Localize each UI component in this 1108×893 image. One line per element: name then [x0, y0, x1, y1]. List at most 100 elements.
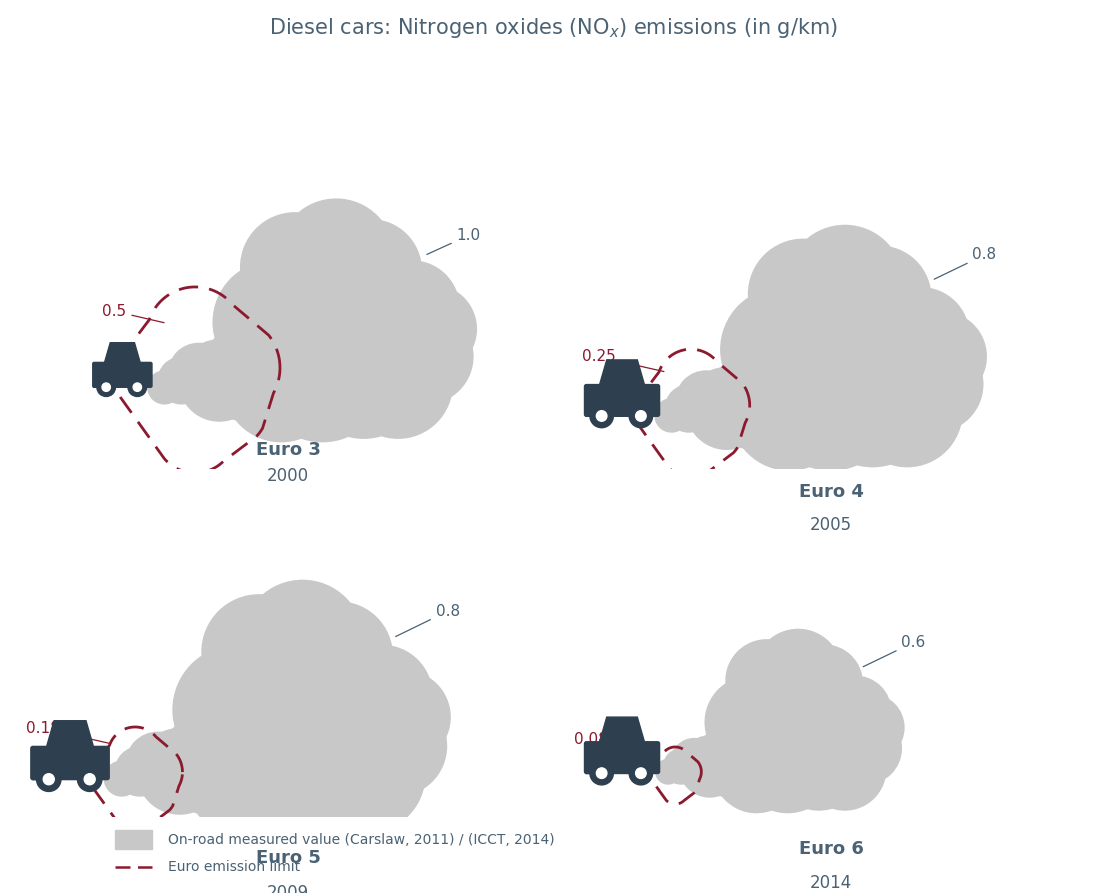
Circle shape	[343, 329, 453, 439]
Circle shape	[257, 312, 388, 442]
Text: Euro 3: Euro 3	[256, 440, 320, 458]
Text: 0.18: 0.18	[27, 721, 111, 744]
Circle shape	[678, 735, 741, 797]
Text: 0.8: 0.8	[934, 247, 996, 280]
Text: 0.6: 0.6	[863, 635, 925, 667]
Text: 0.08: 0.08	[574, 731, 656, 754]
Circle shape	[748, 238, 859, 349]
Circle shape	[772, 675, 865, 769]
Circle shape	[157, 714, 259, 814]
Circle shape	[654, 398, 689, 433]
FancyBboxPatch shape	[92, 362, 153, 388]
Circle shape	[167, 343, 229, 405]
FancyBboxPatch shape	[30, 746, 110, 780]
Circle shape	[157, 356, 206, 405]
Circle shape	[37, 767, 61, 791]
Polygon shape	[599, 717, 645, 744]
Text: On-road measured value (Carslaw, 2011) / (ICCT, 2014): On-road measured value (Carslaw, 2011) /…	[168, 833, 555, 847]
Circle shape	[829, 712, 902, 785]
Circle shape	[852, 356, 963, 467]
Circle shape	[310, 666, 425, 782]
FancyBboxPatch shape	[584, 741, 660, 774]
Circle shape	[198, 326, 295, 421]
Text: 0.5: 0.5	[102, 304, 164, 322]
Circle shape	[738, 714, 837, 814]
Text: Diesel cars: Nitrogen oxides (NO$_x$) emissions (in g/km): Diesel cars: Nitrogen oxides (NO$_x$) em…	[269, 16, 839, 40]
Circle shape	[266, 703, 397, 833]
Circle shape	[216, 630, 360, 775]
Text: 0.25: 0.25	[582, 349, 664, 371]
Circle shape	[694, 725, 767, 797]
Circle shape	[240, 213, 350, 322]
Text: Euro 4: Euro 4	[799, 483, 863, 501]
Circle shape	[331, 645, 433, 746]
Circle shape	[213, 260, 336, 384]
Circle shape	[712, 725, 801, 814]
Circle shape	[596, 411, 607, 421]
Circle shape	[753, 629, 842, 717]
Circle shape	[726, 639, 809, 722]
Circle shape	[819, 675, 892, 748]
Circle shape	[363, 260, 460, 356]
Circle shape	[43, 773, 54, 785]
Text: 1.0: 1.0	[427, 228, 481, 255]
Circle shape	[173, 645, 302, 775]
Circle shape	[675, 371, 738, 433]
Polygon shape	[104, 343, 141, 363]
Circle shape	[629, 762, 653, 785]
Text: 0.8: 0.8	[396, 604, 460, 637]
Circle shape	[178, 339, 260, 421]
Circle shape	[810, 288, 935, 412]
FancyBboxPatch shape	[32, 765, 40, 780]
FancyBboxPatch shape	[93, 376, 100, 388]
Circle shape	[278, 198, 394, 315]
Circle shape	[84, 773, 95, 785]
Text: 2014: 2014	[810, 873, 852, 891]
Circle shape	[873, 288, 970, 384]
Circle shape	[670, 738, 718, 785]
Text: Euro 5: Euro 5	[256, 849, 320, 867]
Circle shape	[837, 694, 904, 762]
Polygon shape	[47, 721, 94, 748]
Text: 2009: 2009	[267, 884, 309, 893]
Bar	[115, 830, 153, 849]
Circle shape	[223, 326, 340, 442]
Circle shape	[803, 691, 886, 774]
Circle shape	[102, 383, 111, 391]
Circle shape	[346, 696, 448, 797]
Circle shape	[104, 761, 140, 797]
Circle shape	[266, 645, 397, 775]
Circle shape	[720, 288, 845, 412]
Circle shape	[242, 580, 365, 703]
Text: 2000: 2000	[267, 467, 309, 485]
Circle shape	[301, 260, 425, 384]
Circle shape	[589, 762, 614, 785]
Text: Euro 6: Euro 6	[799, 840, 863, 858]
Circle shape	[663, 748, 699, 785]
Circle shape	[343, 281, 453, 391]
Circle shape	[129, 378, 146, 396]
Circle shape	[147, 371, 182, 405]
Text: 2005: 2005	[810, 516, 852, 534]
Circle shape	[133, 383, 142, 391]
Circle shape	[655, 759, 681, 785]
Circle shape	[636, 768, 646, 779]
Circle shape	[686, 367, 769, 450]
Circle shape	[254, 246, 391, 384]
Circle shape	[803, 728, 886, 811]
Text: Euro emission limit: Euro emission limit	[168, 860, 300, 873]
Circle shape	[772, 717, 865, 811]
FancyBboxPatch shape	[585, 759, 594, 774]
Circle shape	[183, 714, 306, 837]
Circle shape	[202, 594, 317, 710]
Circle shape	[828, 246, 932, 349]
Circle shape	[319, 219, 422, 322]
Circle shape	[786, 645, 863, 722]
Circle shape	[896, 312, 987, 402]
Circle shape	[596, 768, 607, 779]
Circle shape	[219, 699, 357, 837]
Circle shape	[665, 384, 714, 433]
Circle shape	[886, 336, 984, 433]
Circle shape	[378, 308, 473, 405]
Circle shape	[125, 731, 191, 797]
